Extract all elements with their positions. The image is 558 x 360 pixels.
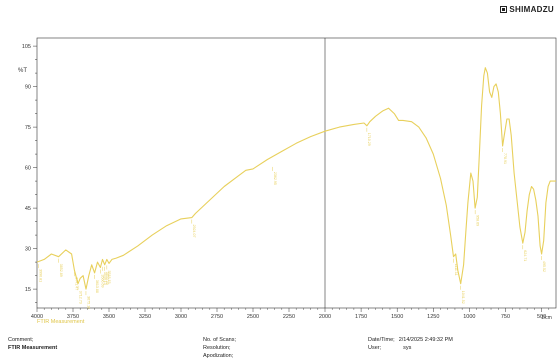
peak-label: 3675.10 — [85, 291, 90, 309]
peak-value: 778.91 — [503, 153, 507, 164]
peak-value: 2362.95 — [273, 172, 277, 185]
footer-comment: Comment; FTIR Measurement — [8, 336, 57, 352]
peak-label: 2362.95 — [272, 166, 277, 185]
peak-label: 3712.73 — [77, 285, 82, 304]
brand-logo: SHIMADZU — [500, 5, 554, 14]
x-tick-label: 500 — [537, 314, 546, 320]
y-tick-label: 15 — [25, 287, 31, 293]
x-axis-unit-label: 1/cm — [541, 315, 552, 321]
peak-value: 3518.15 — [107, 270, 111, 283]
peak-label: 3741.47 — [74, 272, 79, 290]
series-layer — [36, 67, 556, 290]
peak-value: 3533.40 — [105, 272, 109, 285]
x-tick-label: 1250 — [427, 314, 439, 320]
spectrum-line — [36, 67, 556, 290]
x-tick-label: 1000 — [463, 314, 475, 320]
x-tick-label: 3250 — [139, 314, 151, 320]
x-tick-label: 3500 — [103, 314, 115, 320]
brand-name: SHIMADZU — [509, 5, 554, 14]
peak-value: 3675.10 — [86, 296, 90, 309]
datetime-value: 2/14/2025 2:49:32 PM — [398, 337, 453, 343]
peak-label: 3990.81 — [38, 264, 43, 282]
comment-value: FTIR Measurement — [8, 345, 58, 351]
brand-mark-icon — [500, 6, 508, 13]
peak-value: 495.52 — [542, 261, 546, 272]
y-tick-label: 60 — [25, 166, 31, 172]
x-tick-label: 3000 — [175, 314, 187, 320]
peak-label: 3518.15 — [106, 265, 111, 283]
apodization-label: Apodization; — [203, 353, 234, 359]
plot-border — [36, 37, 557, 309]
peak-value: 3613.88 — [95, 280, 99, 293]
peak-value: 3852.89 — [59, 264, 63, 277]
peak-label: 495.52 — [541, 256, 546, 272]
peak-label: 3613.88 — [94, 274, 99, 293]
peak-value: 958.69 — [475, 215, 479, 226]
peak-value: 3990.81 — [39, 269, 43, 282]
peak-label: 1710.29 — [366, 127, 371, 146]
peak-label: 778.91 — [502, 148, 507, 164]
x-tick-label: 2500 — [247, 314, 259, 320]
peak-value: 624.71 — [523, 250, 527, 261]
peak-value: 1041.52 — [461, 291, 465, 304]
footer-scan-info: No. of Scans; Resolution; Apodization; — [203, 336, 236, 360]
peak-label: 3566.69 — [100, 269, 105, 288]
peak-value: 2924.07 — [192, 225, 196, 238]
peak-value: 1111.11 — [454, 264, 458, 276]
peak-label: 3549.13 — [102, 266, 107, 285]
peak-label: 1111.11 — [453, 258, 458, 276]
comment-label: Comment; — [8, 337, 34, 343]
y-tick-label: 75 — [25, 125, 31, 131]
datetime-label: Date/Time; — [368, 337, 395, 343]
plot-frame — [36, 37, 557, 309]
y-axis-unit-label: %T — [18, 68, 27, 74]
peak-value: 1710.29 — [367, 133, 371, 146]
peak-value: 3741.47 — [75, 277, 79, 290]
legend-series-name: FTIR Measurement — [37, 319, 85, 325]
x-tick-label: 4000 — [31, 314, 43, 320]
x-axis: 4000 3750 3500 3250 3000 2750 2500 2250 2000 1750… — [31, 308, 549, 320]
y-tick-label: 90 — [25, 85, 31, 91]
peak-value: 3712.73 — [78, 291, 82, 304]
peak-value: 3566.69 — [101, 275, 105, 288]
resolution-label: Resolution; — [203, 345, 231, 351]
user-value: sys — [403, 345, 412, 351]
scans-label: No. of Scans; — [203, 337, 237, 343]
peak-label: 624.71 — [522, 245, 527, 261]
x-tick-label: 2250 — [283, 314, 295, 320]
y-tick-label: 45 — [25, 206, 31, 212]
x-tick-label: 1750 — [355, 314, 367, 320]
x-tick-label: 750 — [501, 314, 510, 320]
x-tick-label: 1500 — [391, 314, 403, 320]
peak-label: 1041.52 — [460, 285, 465, 304]
footer-datetime-user: Date/Time; 2/14/2025 2:49:32 PM User; sy… — [368, 336, 453, 352]
peak-label: 958.69 — [474, 210, 479, 226]
x-tick-label: 2000 — [319, 314, 331, 320]
user-label: User; — [368, 345, 382, 351]
y-tick-label: 30 — [25, 247, 31, 253]
peak-label: 3852.89 — [58, 258, 63, 277]
peak-value: 3549.13 — [103, 272, 107, 285]
x-tick-label: 2750 — [211, 314, 223, 320]
peak-label: 3533.40 — [104, 266, 109, 285]
x-tick-label: 3750 — [67, 314, 79, 320]
y-axis: 15 30 45 60 75 90 105 — [22, 44, 37, 303]
y-tick-label: 105 — [22, 44, 31, 50]
ftir-spectrum-chart: 15 30 45 60 75 90 105 4000 3750 3500 3250 3000 2750… — [18, 37, 557, 325]
peak-label: 2924.07 — [191, 219, 196, 238]
